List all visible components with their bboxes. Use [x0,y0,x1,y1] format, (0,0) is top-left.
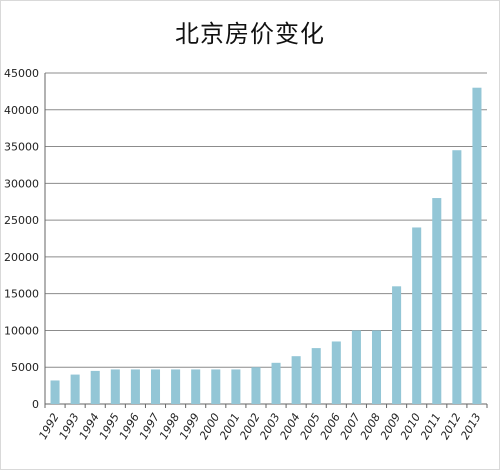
y-tick-label: 35000 [4,141,39,154]
chart-title: 北京房价变化 [175,20,325,48]
bar-1997 [150,369,161,404]
bars [50,87,482,404]
bar-1992 [50,380,60,404]
bar-2001 [231,369,241,404]
x-axis: 1992199319941995199619971998199920002001… [36,404,488,442]
y-tick-label: 30000 [4,177,39,190]
y-tick-label: 25000 [4,214,39,227]
y-tick-label: 15000 [4,288,39,301]
bar-2008 [371,330,382,404]
bar-2005 [311,348,321,404]
bar-1999 [191,369,201,404]
bar-2000 [211,369,221,404]
bar-2006 [331,341,341,404]
bar-1998 [171,369,181,404]
bar-1993 [70,374,80,404]
bar-2003 [271,362,281,404]
y-tick-label: 40000 [4,104,39,117]
bar-2007 [351,330,361,404]
y-tick-label: 0 [32,398,39,411]
y-tick-label: 20000 [4,251,39,264]
bar-1995 [110,369,120,404]
bar-2009 [392,286,402,404]
y-tick-label: 10000 [4,324,39,337]
bar-2012 [452,150,462,404]
bar-1994 [90,370,100,404]
bar-2011 [432,198,442,404]
bar-2013 [472,87,482,404]
y-tick-label: 45000 [4,67,39,80]
bar-1996 [130,369,140,404]
bar-2004 [291,356,301,404]
bar-2010 [412,227,422,404]
bar-2002 [251,367,261,404]
y-tick-label: 5000 [11,361,39,374]
x-tick-label: 2013 [458,411,483,442]
